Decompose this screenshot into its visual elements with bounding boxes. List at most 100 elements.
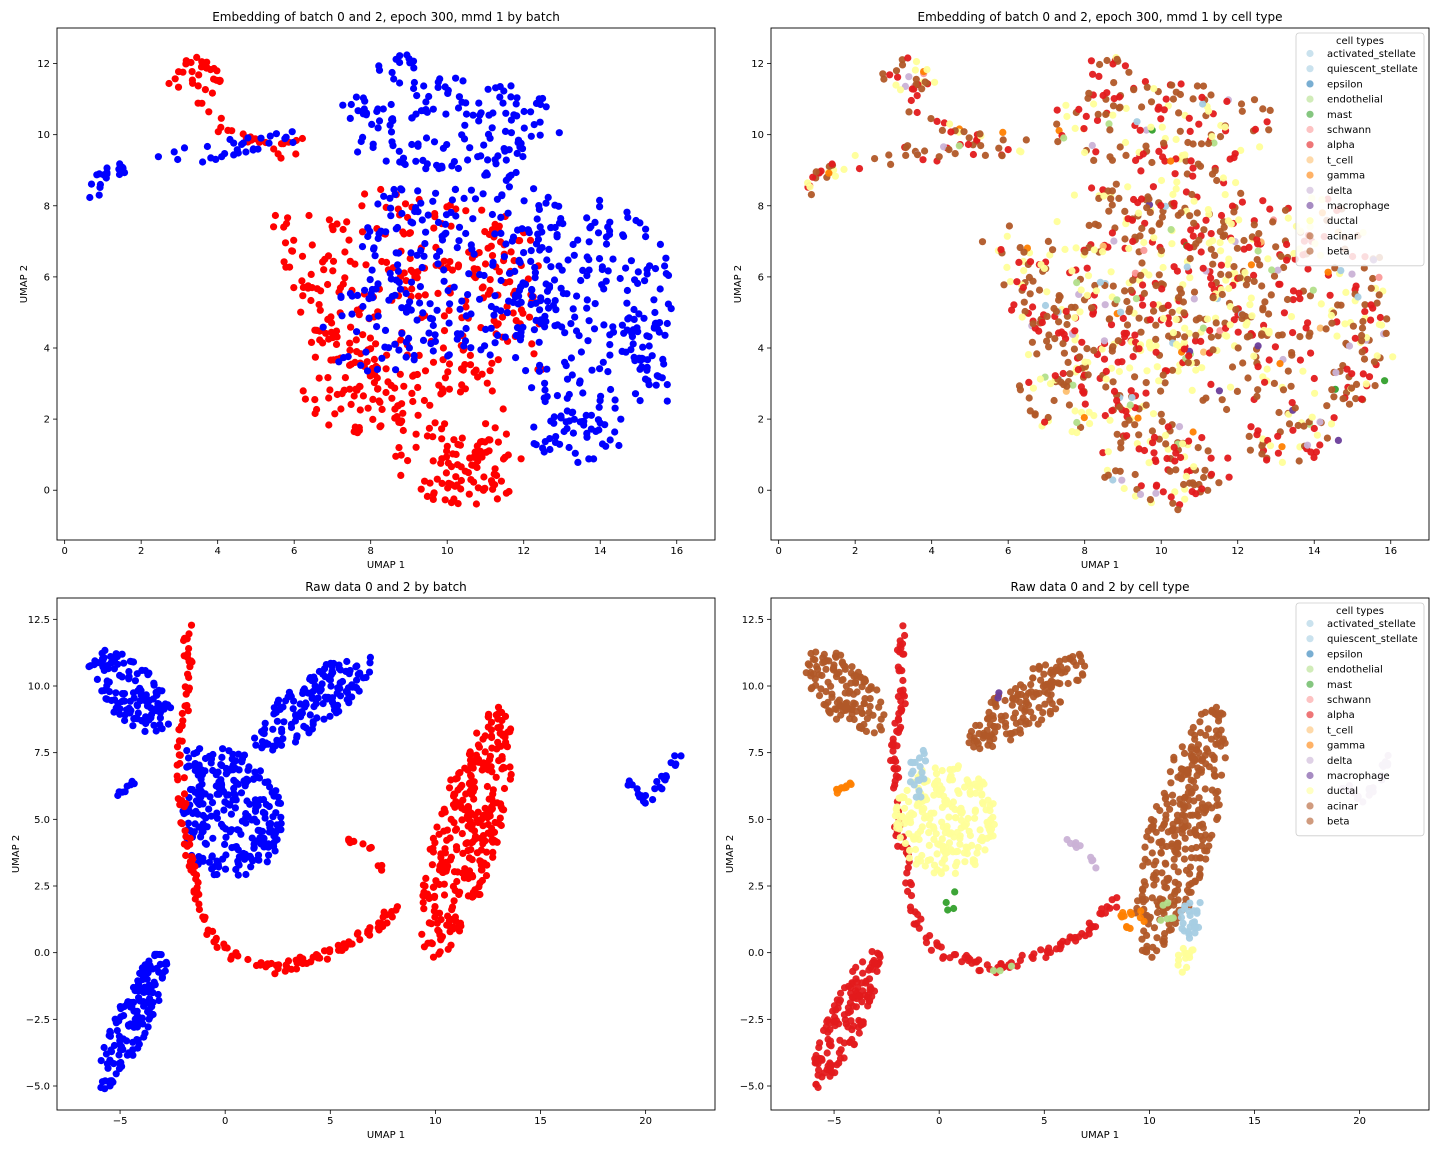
data-point (1158, 869, 1166, 877)
data-point (1266, 205, 1274, 213)
data-point (1367, 284, 1375, 292)
data-point (1270, 379, 1278, 387)
data-point (1122, 151, 1130, 159)
data-point (1376, 313, 1384, 322)
data-point (1005, 222, 1013, 230)
data-point (429, 883, 437, 891)
data-point (250, 840, 258, 848)
data-point (1281, 206, 1290, 214)
data-point (570, 251, 578, 259)
data-point (485, 436, 493, 444)
data-point (320, 947, 329, 955)
data-point (551, 322, 559, 330)
data-point (336, 666, 345, 674)
data-point (596, 365, 604, 373)
data-point (615, 441, 623, 450)
data-point (1389, 353, 1397, 361)
data-point (440, 327, 449, 335)
data-point (1020, 267, 1028, 275)
data-point (1192, 331, 1200, 339)
data-point (1193, 771, 1201, 780)
data-point (370, 355, 378, 363)
data-point (630, 353, 638, 361)
data-point (218, 753, 226, 761)
data-point (1313, 431, 1321, 439)
data-point (1159, 263, 1167, 272)
data-point (550, 276, 559, 284)
data-point (442, 110, 450, 118)
data-point (407, 306, 415, 314)
data-point (1164, 423, 1172, 431)
data-point (326, 676, 334, 684)
data-point (453, 335, 461, 343)
data-point (844, 1023, 852, 1031)
data-point (1149, 183, 1157, 191)
data-point (1099, 248, 1107, 256)
chart-title: Embedding of batch 0 and 2, epoch 300, m… (212, 10, 560, 24)
data-point (487, 242, 495, 250)
data-point (193, 748, 201, 757)
data-point (1138, 892, 1146, 900)
data-point (485, 447, 493, 455)
data-point (1324, 268, 1332, 276)
data-point (938, 859, 946, 867)
data-point (551, 297, 559, 305)
data-point (630, 305, 638, 314)
data-point (375, 62, 383, 70)
data-point (183, 653, 192, 662)
data-point (237, 789, 246, 797)
data-point (1198, 434, 1206, 442)
data-point (429, 844, 437, 852)
data-point (217, 761, 225, 769)
data-point (228, 127, 236, 135)
data-point (185, 673, 193, 682)
data-point (121, 788, 129, 796)
data-point (1056, 698, 1064, 706)
data-point (1250, 352, 1258, 360)
data-point (134, 709, 142, 717)
data-point (998, 152, 1006, 160)
data-point (1288, 399, 1296, 407)
data-point (228, 826, 236, 834)
data-point (1124, 215, 1132, 223)
data-point (1212, 319, 1220, 327)
data-point (558, 323, 566, 331)
data-point (650, 296, 658, 304)
data-point (434, 289, 442, 297)
data-point (157, 951, 165, 959)
data-point (187, 621, 196, 629)
data-point (857, 705, 865, 713)
data-point (841, 662, 849, 671)
data-point (1330, 414, 1338, 422)
data-point (892, 81, 900, 89)
data-point (907, 96, 915, 105)
data-point (1194, 444, 1202, 452)
data-point (1049, 670, 1057, 678)
data-point (147, 710, 156, 719)
data-point (985, 708, 993, 716)
data-point (230, 139, 238, 147)
data-point (272, 130, 280, 138)
data-point (1177, 453, 1185, 462)
data-point (1337, 267, 1345, 275)
data-point (488, 387, 496, 395)
data-point (1075, 105, 1083, 113)
data-point (1358, 395, 1366, 403)
data-point (453, 330, 462, 338)
data-point (1043, 312, 1051, 320)
data-point (1139, 898, 1147, 906)
data-point (476, 857, 484, 865)
data-point (212, 771, 220, 779)
data-point (543, 297, 552, 305)
data-point (998, 716, 1006, 724)
data-point (281, 239, 290, 247)
data-point (1131, 421, 1139, 429)
data-point (429, 457, 437, 465)
data-point (552, 306, 560, 314)
data-point (1190, 288, 1199, 296)
data-point (602, 233, 611, 241)
data-point (1012, 719, 1020, 727)
data-point (484, 130, 493, 138)
data-point (1109, 111, 1117, 119)
